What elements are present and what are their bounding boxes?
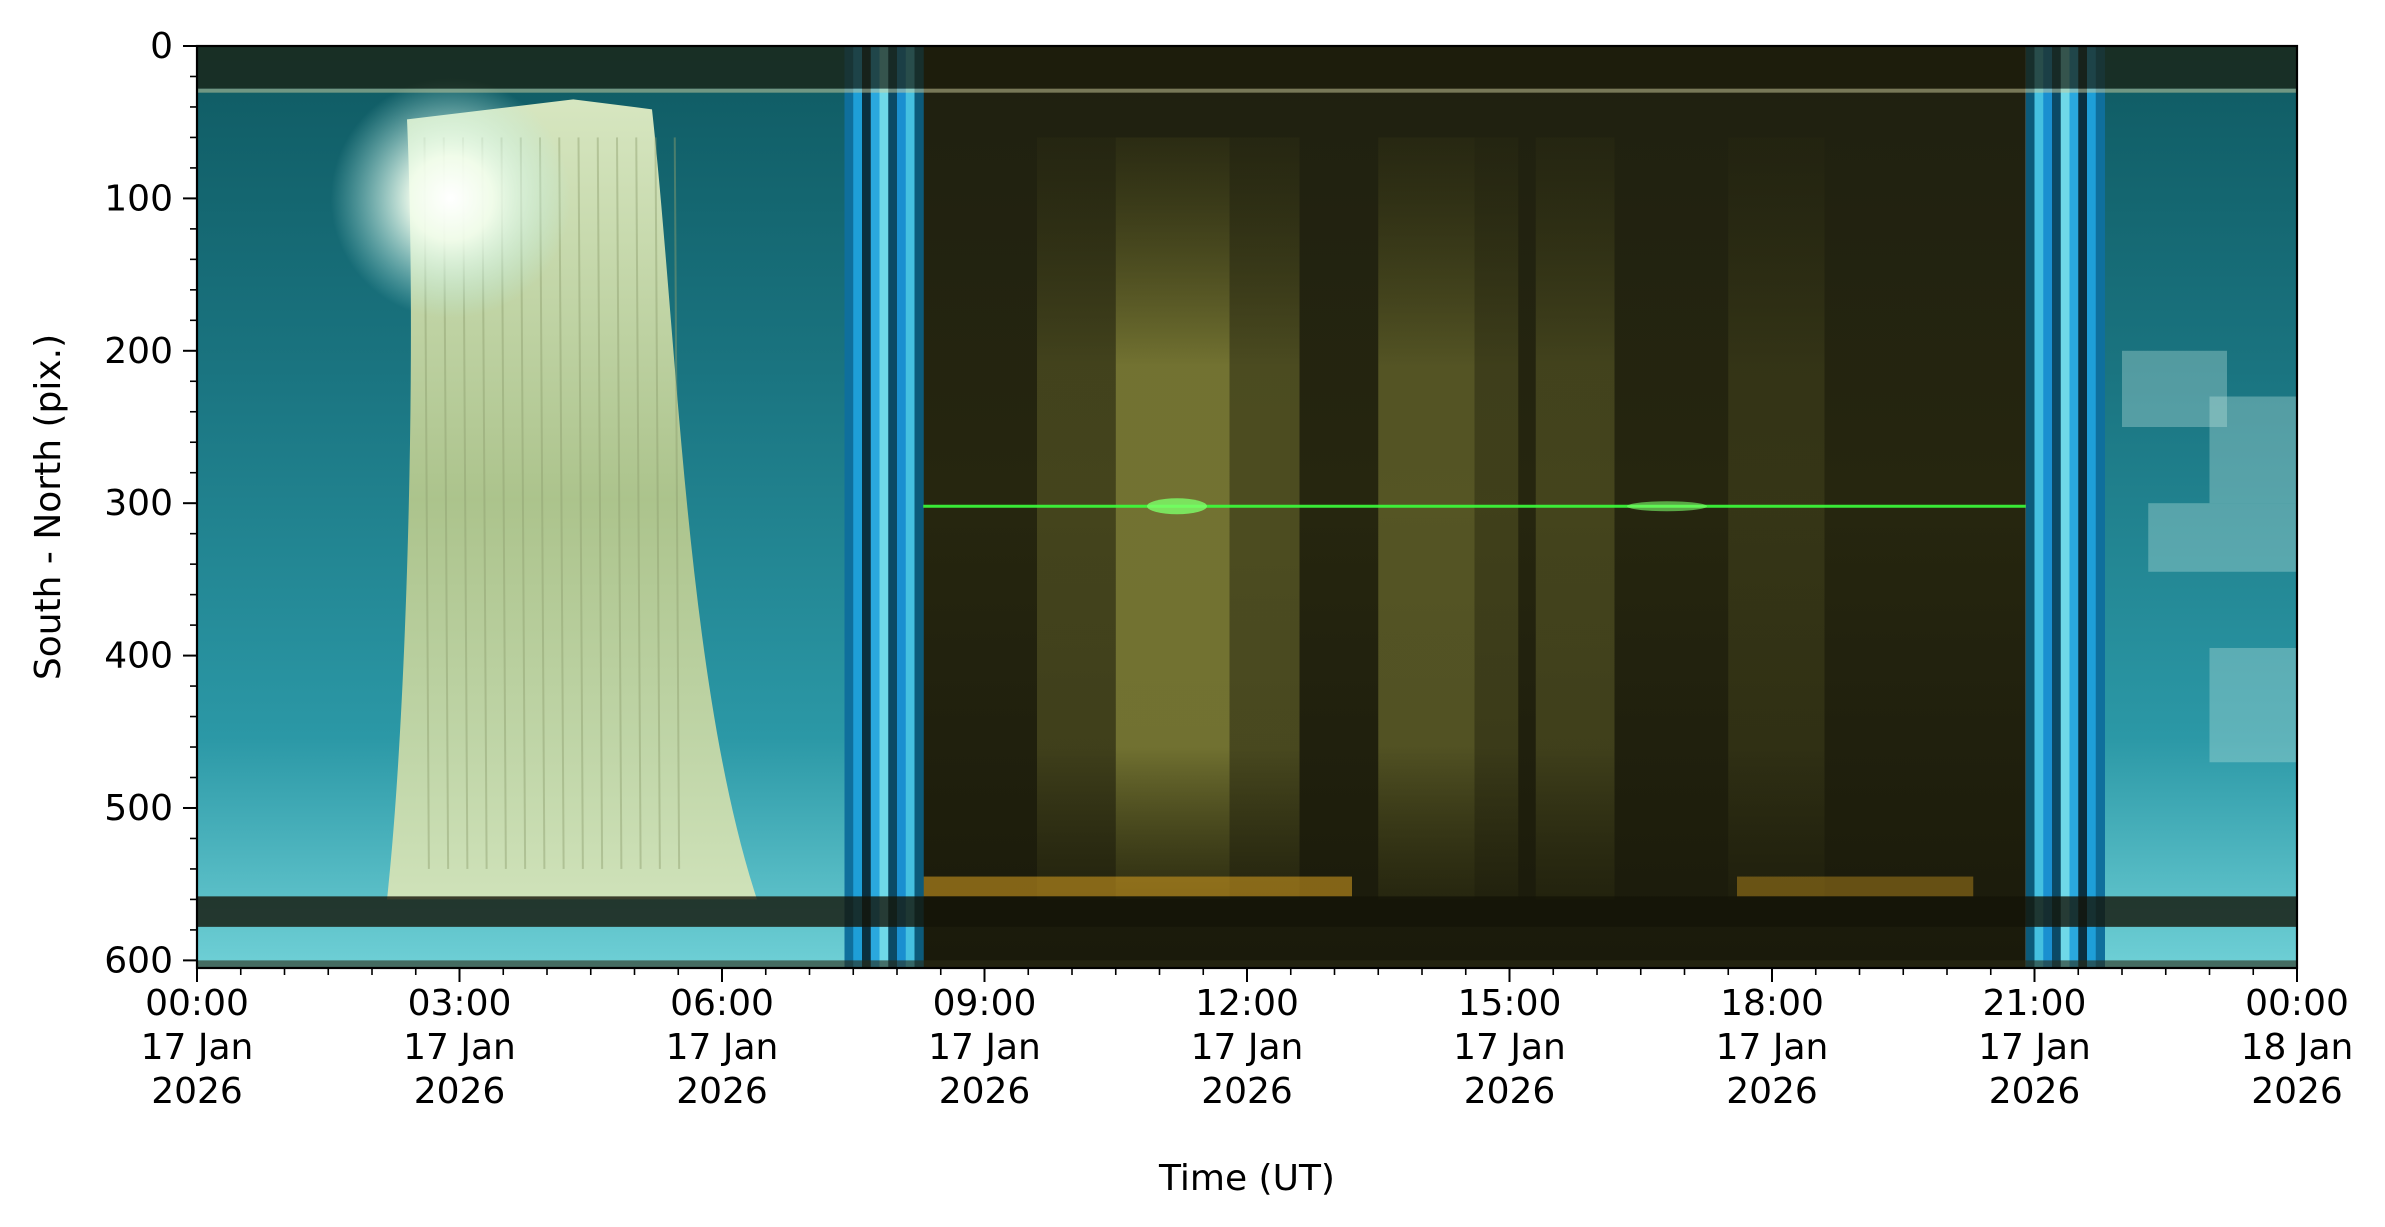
evening-cloud-patch bbox=[2122, 350, 2227, 427]
y-axis-label: South - North (pix.) bbox=[28, 334, 69, 680]
x-tick-label: 12:00 17 Jan 2026 bbox=[1191, 983, 1304, 1112]
y-tick-label: 200 bbox=[104, 331, 173, 372]
x-tick-label-line: 2026 bbox=[1726, 1071, 1818, 1112]
x-tick-label-line: 17 Jan bbox=[928, 1027, 1041, 1068]
twilight-stripe bbox=[879, 46, 889, 968]
x-tick-label: 18:00 17 Jan 2026 bbox=[1716, 983, 1829, 1112]
x-tick-label-line: 17 Jan bbox=[1716, 1027, 1829, 1068]
x-tick-label: 09:00 17 Jan 2026 bbox=[928, 983, 1041, 1112]
y-tick-label: 300 bbox=[104, 483, 173, 524]
cloud-streak bbox=[616, 137, 623, 869]
horizon-band bbox=[197, 896, 2297, 927]
twilight-stripe bbox=[2034, 46, 2044, 968]
x-tick-label-line: 17 Jan bbox=[1191, 1027, 1304, 1068]
x-tick-label-line: 09:00 bbox=[933, 983, 1037, 1024]
x-tick-label: 00:00 17 Jan 2026 bbox=[141, 983, 254, 1112]
twilight-stripe bbox=[914, 46, 924, 968]
x-tick-label-line: 2026 bbox=[1464, 1071, 1556, 1112]
twilight-stripe bbox=[2025, 46, 2035, 968]
x-tick-label-line: 03:00 bbox=[408, 983, 512, 1024]
night-cloud-streak bbox=[1728, 137, 1825, 900]
x-tick-label-line: 12:00 bbox=[1195, 983, 1299, 1024]
segment-day-evening bbox=[2104, 46, 2297, 968]
twilight-stripe bbox=[2095, 46, 2105, 968]
twilight-stripe bbox=[888, 46, 898, 968]
x-tick-label-line: 17 Jan bbox=[141, 1027, 254, 1068]
cloud-streak bbox=[673, 137, 681, 869]
y-tick-label: 600 bbox=[104, 940, 173, 981]
twilight-stripe bbox=[905, 46, 915, 968]
cloud-streak bbox=[577, 137, 584, 869]
x-tick-label-line: 2026 bbox=[1989, 1071, 2081, 1112]
x-tick-label-line: 2026 bbox=[151, 1071, 243, 1112]
x-tick-label-line: 17 Jan bbox=[666, 1027, 779, 1068]
x-tick-label: 21:00 17 Jan 2026 bbox=[1978, 983, 2091, 1112]
x-tick-label-line: 2026 bbox=[1201, 1071, 1293, 1112]
x-tick-label-line: 17 Jan bbox=[403, 1027, 516, 1068]
twilight-stripe bbox=[2043, 46, 2053, 968]
twilight-stripe bbox=[2087, 46, 2097, 968]
green-line-bright-spot bbox=[1627, 501, 1707, 512]
night-cloud-streak bbox=[1474, 137, 1519, 900]
x-tick-label-line: 00:00 bbox=[2245, 983, 2349, 1024]
sun-glare bbox=[330, 78, 571, 319]
horizon-glow bbox=[923, 876, 1352, 897]
x-tick-label: 06:00 17 Jan 2026 bbox=[666, 983, 779, 1112]
bottom-band bbox=[197, 960, 2297, 968]
x-tick-label-line: 2026 bbox=[2251, 1071, 2343, 1112]
twilight-stripe bbox=[2069, 46, 2079, 968]
evening-cloud-patch bbox=[2209, 647, 2297, 763]
x-tick-label-line: 17 Jan bbox=[1978, 1027, 2091, 1068]
night-cloud-streak bbox=[1229, 137, 1300, 900]
evening-cloud-patch bbox=[2209, 396, 2297, 504]
twilight-stripe bbox=[853, 46, 863, 968]
x-tick-label-line: 17 Jan bbox=[1453, 1027, 1566, 1068]
x-tick-label-line: 2026 bbox=[939, 1071, 1031, 1112]
twilight-stripe bbox=[2060, 46, 2070, 968]
x-tick-label-line: 00:00 bbox=[145, 983, 249, 1024]
x-tick-label-line: 2026 bbox=[414, 1071, 506, 1112]
top-band bbox=[197, 46, 2297, 89]
x-tick-label: 03:00 17 Jan 2026 bbox=[403, 983, 516, 1112]
x-tick-label: 00:00 18 Jan 2026 bbox=[2241, 983, 2354, 1112]
cloud-streak bbox=[654, 137, 661, 869]
y-tick-label: 500 bbox=[104, 788, 173, 829]
night-cloud-streak bbox=[1378, 137, 1475, 900]
x-tick-label-line: 21:00 bbox=[1983, 983, 2087, 1024]
twilight-stripe bbox=[2078, 46, 2088, 968]
y-tick-label: 100 bbox=[104, 178, 173, 219]
x-tick-label-line: 06:00 bbox=[670, 983, 774, 1024]
evening-cloud-patch bbox=[2148, 503, 2297, 572]
x-tick-label-line: 2026 bbox=[676, 1071, 768, 1112]
y-axis: 0 100 200 300 400 500 600 bbox=[104, 26, 197, 981]
top-band-edge bbox=[197, 88, 2297, 93]
x-tick-label-line: 18:00 bbox=[1720, 983, 1824, 1024]
twilight-stripe bbox=[862, 46, 872, 968]
night-cloud-streak bbox=[1115, 137, 1230, 900]
cloud-streak bbox=[635, 137, 642, 869]
night-cloud-streak bbox=[1535, 137, 1615, 900]
y-tick-label: 0 bbox=[150, 26, 173, 67]
twilight-stripe bbox=[844, 46, 854, 968]
x-axis-label: Time (UT) bbox=[1158, 1158, 1335, 1199]
twilight-stripe bbox=[870, 46, 880, 968]
night-cloud-streak bbox=[1037, 137, 1116, 900]
cloud-streak bbox=[596, 137, 604, 869]
twilight-stripe bbox=[897, 46, 907, 968]
x-tick-label: 15:00 17 Jan 2026 bbox=[1453, 983, 1566, 1112]
green-line-bright-spot bbox=[1147, 498, 1207, 515]
twilight-stripe bbox=[2052, 46, 2062, 968]
x-tick-label-line: 15:00 bbox=[1458, 983, 1562, 1024]
x-tick-label-line: 18 Jan bbox=[2241, 1027, 2354, 1068]
horizon-glow bbox=[1737, 876, 1974, 897]
plot-area bbox=[197, 46, 2297, 968]
cloud-streak bbox=[558, 137, 565, 869]
y-tick-label: 400 bbox=[104, 636, 173, 677]
